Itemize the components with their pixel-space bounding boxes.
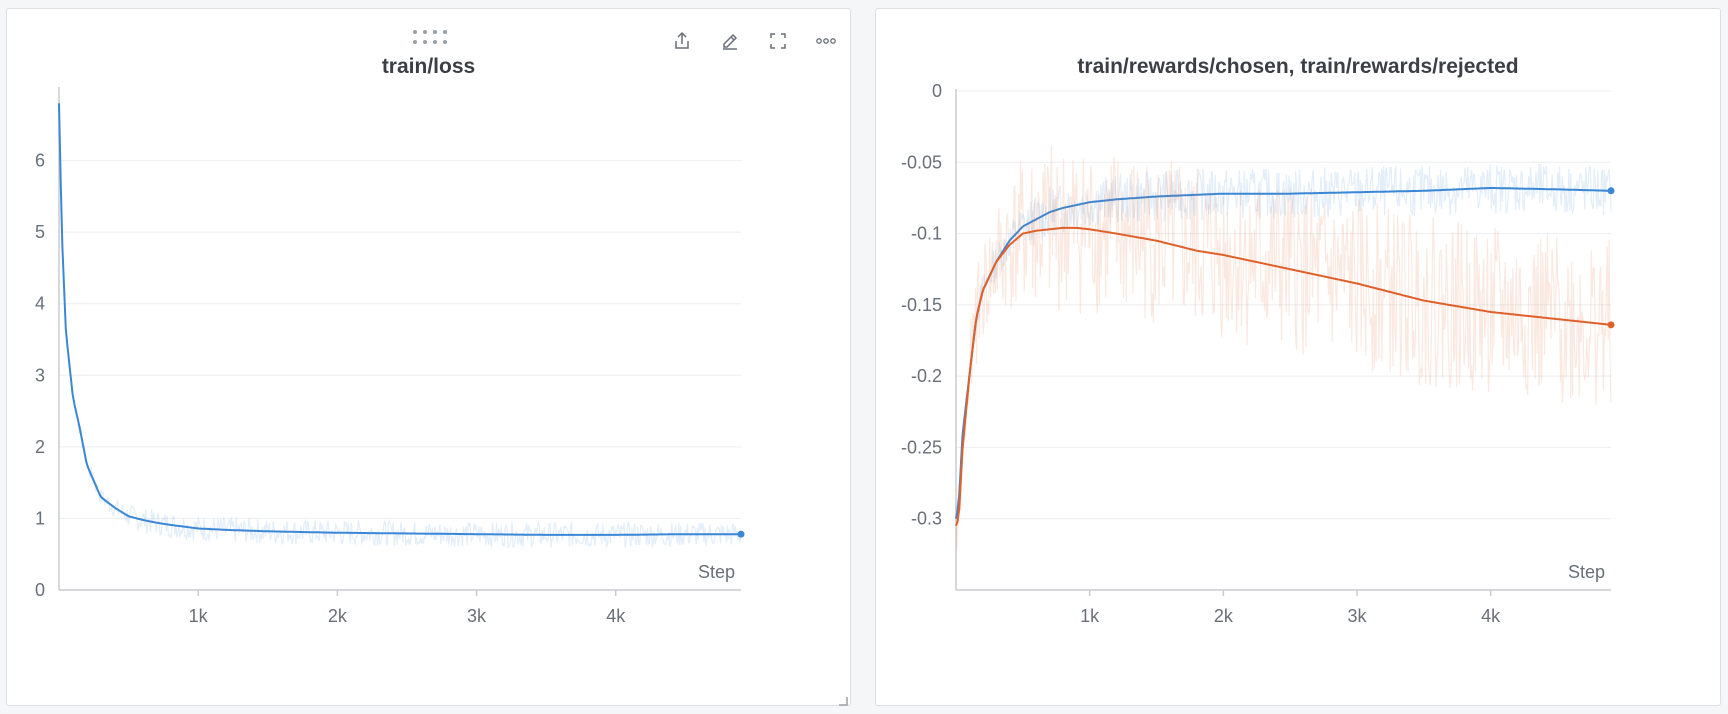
y-tick-label: 3: [35, 365, 45, 385]
drag-handle-icon[interactable]: [411, 27, 451, 47]
rewards-panel: train/rewards/chosen, train/rewards/reje…: [875, 8, 1721, 706]
more-icon[interactable]: [810, 25, 842, 57]
x-tick-label: 2k: [1214, 606, 1234, 626]
y-tick-label: -0.25: [901, 437, 942, 457]
series-raw-line: [955, 145, 1612, 550]
x-tick-label: 4k: [1481, 606, 1501, 626]
x-tick-label: 3k: [467, 606, 487, 626]
chart-title: train/loss: [381, 55, 476, 78]
x-tick-label: 2k: [328, 606, 348, 626]
fullscreen-icon[interactable]: [762, 25, 794, 57]
share-icon[interactable]: [666, 25, 698, 57]
x-tick-label: 4k: [606, 606, 626, 626]
y-tick-label: 0: [35, 580, 45, 600]
series-end-point: [737, 530, 745, 538]
edit-icon[interactable]: [714, 25, 746, 57]
loss-chart: 0 1 2 3 4 5 6 1k 2k 3k 4k Step: [35, 87, 745, 626]
x-tick-label: 1k: [189, 606, 209, 626]
y-tick-label: -0.05: [901, 152, 942, 172]
y-tick-label: 5: [35, 222, 45, 242]
y-tick-label: 6: [35, 151, 45, 171]
x-axis-label: Step: [1568, 562, 1605, 582]
y-tick-label: 0: [932, 81, 942, 101]
rewards-chart: 0 -0.05 -0.1 -0.15 -0.2 -0.25 -0.3 1k 2k 3k 4k Step: [901, 81, 1615, 626]
panel-toolbar: [666, 25, 842, 57]
y-tick-label: 2: [35, 437, 45, 457]
series-line: [58, 103, 741, 536]
resize-handle-icon[interactable]: [838, 693, 848, 706]
series-line: [955, 187, 1611, 519]
y-tick-label: -0.3: [911, 509, 942, 529]
x-tick-label: 3k: [1348, 606, 1368, 626]
x-tick-label: 1k: [1080, 606, 1100, 626]
series-line: [955, 226, 1612, 527]
y-tick-label: 1: [35, 508, 45, 528]
series-raw-line: [955, 163, 1612, 515]
x-axis-label: Step: [698, 562, 735, 582]
y-tick-label: -0.2: [911, 366, 942, 386]
y-tick-label: -0.1: [911, 224, 942, 244]
series-end-point: [1607, 321, 1615, 329]
y-tick-label: -0.15: [901, 295, 942, 315]
loss-panel: train/loss 0 1 2 3 4 5 6 1k 2k 3k 4k Step: [6, 8, 851, 706]
chart-title: train/rewards/chosen, train/rewards/reje…: [1077, 55, 1519, 78]
series-raw-line: [58, 103, 742, 548]
series-end-point: [1607, 187, 1615, 195]
y-tick-label: 4: [35, 294, 45, 314]
